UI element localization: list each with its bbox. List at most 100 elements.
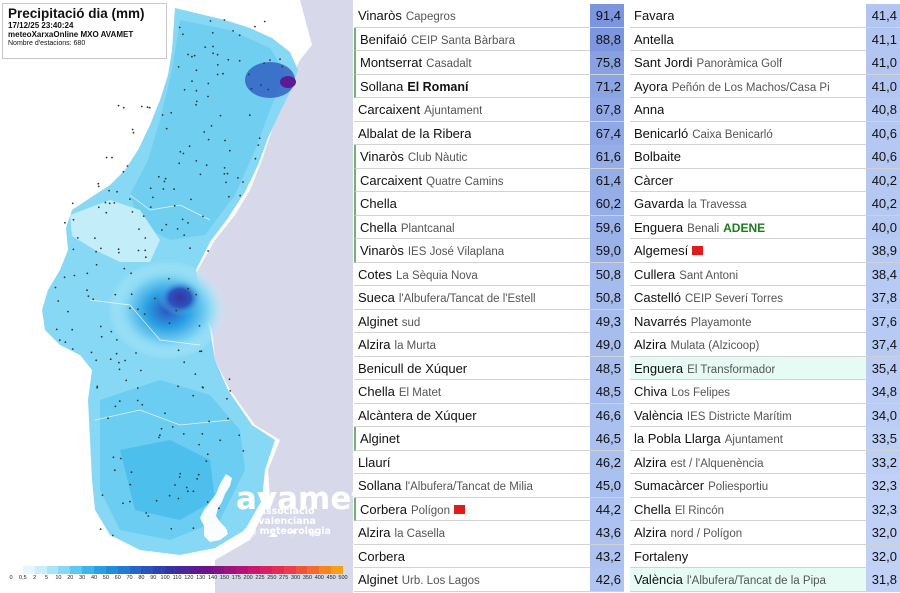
ranking-row[interactable]: Sollana l'Albufera/Tancat de Milia 45,0 <box>354 474 624 498</box>
ranking-row[interactable]: Chiva Los Felipes 34,8 <box>630 380 900 404</box>
ranking-row[interactable]: Gavarda la Travessa 40,2 <box>630 192 900 216</box>
legend-label: 400 <box>314 575 324 581</box>
legend-swatch <box>224 566 237 574</box>
ranking-row[interactable]: València l'Albufera/Tancat de la Pipa 31,8 <box>630 568 900 592</box>
ranking-row[interactable]: la Pobla Llarga Ajuntament 33,5 <box>630 427 900 451</box>
ranking-row[interactable]: Sant Jordi Panoràmica Golf 41,0 <box>630 51 900 75</box>
legend-label: 2 <box>33 575 37 581</box>
ranking-row[interactable]: Enguera Benali ADENE 40,0 <box>630 215 900 239</box>
station-location: Plantcanal <box>400 222 455 235</box>
ranking-row[interactable]: Chella Plantcanal 59,6 <box>354 215 624 239</box>
station-name: Enguera Benali ADENE <box>634 216 765 239</box>
ranking-row[interactable]: Vinaròs IES José Vilaplana 59,0 <box>354 239 624 263</box>
ranking-row[interactable]: Corbera 43,2 <box>354 544 624 568</box>
ranking-row[interactable]: Chella 60,2 <box>354 192 624 216</box>
ranking-row[interactable]: Carcaixent Quatre Camins 61,4 <box>354 168 624 192</box>
ranking-row[interactable]: Alcàntera de Xúquer 46,6 <box>354 403 624 427</box>
ranking-row[interactable]: Navarrés Playamonte 37,6 <box>630 309 900 333</box>
station-location: Capegros <box>405 11 456 23</box>
ranking-row[interactable]: Albalat de la Ribera 67,4 <box>354 121 624 145</box>
legend-swatch <box>248 566 261 574</box>
legend-label: 30 <box>79 575 86 581</box>
ranking-row[interactable]: València IES Districte Marítim 34,0 <box>630 403 900 427</box>
legend-swatch <box>141 566 154 574</box>
station-town: Castelló <box>634 290 681 305</box>
legend-label: 90 <box>150 575 157 581</box>
ranking-row[interactable]: Benifaió CEIP Santa Bàrbara 88,8 <box>354 27 624 51</box>
legend-swatch <box>236 566 249 574</box>
precipitation-value: 40,6 <box>866 145 900 168</box>
station-town: Cotes <box>358 266 392 282</box>
station-location: La Sèquia Nova <box>395 269 478 282</box>
ranking-row[interactable]: Chella El Rincón 32,3 <box>630 497 900 521</box>
station-markers <box>54 19 284 537</box>
ranking-row[interactable]: Montserrat Casadalt 75,8 <box>354 51 624 75</box>
station-location: El Rincón <box>674 504 725 517</box>
station-name: Sant Jordi Panoràmica Golf <box>634 51 782 74</box>
station-name: Alzira Mulata (Alzicoop) <box>634 333 759 356</box>
precipitation-map[interactable]: Precipitació dia (mm) 17/12/25 23:40:24 … <box>0 0 366 593</box>
ranking-row[interactable]: Alzira Mulata (Alzicoop) 37,4 <box>630 333 900 357</box>
ranking-row[interactable]: Sumacàrcer Poliesportiu 32,3 <box>630 474 900 498</box>
alert-flag-icon <box>453 504 465 514</box>
precipitation-value: 46,2 <box>590 450 624 474</box>
ranking-row[interactable]: Fortaleny 32,0 <box>630 544 900 568</box>
station-location: Urb. Los Lagos <box>401 575 480 587</box>
precipitation-value: 38,4 <box>866 262 900 286</box>
map-info-box: Precipitació dia (mm) 17/12/25 23:40:24 … <box>2 3 167 59</box>
ranking-row[interactable]: Alzira est / l'Alquenència 33,2 <box>630 450 900 474</box>
station-location: Casadalt <box>426 58 472 70</box>
weather-icons: ☀ ☁ ☂ ❄ <box>248 529 321 540</box>
ranking-row[interactable]: Carcaixent Ajuntament 67,8 <box>354 98 624 122</box>
ranking-row[interactable]: Antella 41,1 <box>630 27 900 51</box>
precipitation-value: 59,6 <box>590 215 624 239</box>
precipitation-value: 67,4 <box>590 121 624 145</box>
station-town: Bolbaite <box>634 149 681 164</box>
ranking-row[interactable]: Alzira nord / Polígon 32,0 <box>630 521 900 545</box>
ranking-row[interactable]: Alzira la Casella 43,6 <box>354 521 624 545</box>
legend-label: 100 <box>160 575 170 581</box>
ranking-row[interactable]: Algemesí 38,9 <box>630 239 900 263</box>
ranking-row[interactable]: Alginet Urb. Los Lagos 42,6 <box>354 568 624 592</box>
station-name: Chella El Matet <box>358 380 441 403</box>
logo-name: avamet <box>236 481 367 517</box>
legend-label: 60 <box>114 575 121 581</box>
station-location: la Casella <box>394 528 446 540</box>
legend-label: 40 <box>90 575 98 581</box>
station-town: Carcaixent <box>358 102 421 117</box>
station-town: Sant Jordi <box>634 55 693 70</box>
ranking-row[interactable]: Favara 41,4 <box>630 4 900 28</box>
station-location: CEIP Severí Torres <box>684 293 783 305</box>
ranking-row[interactable]: Castelló CEIP Severí Torres 37,8 <box>630 286 900 310</box>
ranking-row[interactable]: Vinaròs Club Nàutic 61,6 <box>354 145 624 169</box>
ranking-row[interactable]: Càrcer 40,2 <box>630 168 900 192</box>
ranking-row[interactable]: Enguera El Transformador 35,4 <box>630 356 900 380</box>
precipitation-value: 91,4 <box>590 4 624 27</box>
ranking-row[interactable]: Cotes La Sèquia Nova 50,8 <box>354 262 624 286</box>
station-name: Enguera El Transformador <box>634 357 775 380</box>
ranking-row[interactable]: Chella El Matet 48,5 <box>354 380 624 404</box>
precipitation-value: 43,2 <box>590 544 624 568</box>
station-location: Sant Antoni <box>679 269 739 282</box>
ranking-row[interactable]: Ayora Peñón de Los Machos/Casa Pi 41,0 <box>630 74 900 98</box>
ranking-row[interactable]: Benicull de Xúquer 48,5 <box>354 356 624 380</box>
precipitation-value: 41,0 <box>866 74 900 98</box>
ranking-row[interactable]: Sueca l'Albufera/Tancat de l'Estell 50,8 <box>354 286 624 310</box>
ranking-row[interactable]: Vinaròs Capegros 91,4 <box>354 4 624 28</box>
ranking-row[interactable]: Anna 40,8 <box>630 98 900 122</box>
station-town: Chella <box>358 384 395 399</box>
legend-label: 110 <box>172 575 182 581</box>
legend-label: 10 <box>55 575 62 581</box>
ranking-row[interactable]: Sollana El Romaní 71,2 <box>354 74 624 98</box>
station-name: Benicarló Caixa Benicarló <box>634 122 773 145</box>
station-location: Club Nàutic <box>407 152 468 164</box>
ranking-row[interactable]: Alginet 46,5 <box>354 427 624 451</box>
map-datetime: 17/12/25 23:40:24 <box>8 21 74 30</box>
ranking-row[interactable]: Bolbaite 40,6 <box>630 145 900 169</box>
ranking-row[interactable]: Cullera Sant Antoni 38,4 <box>630 262 900 286</box>
ranking-row[interactable]: Alzira la Murta 49,0 <box>354 333 624 357</box>
ranking-row[interactable]: Corbera Polígon 44,2 <box>354 497 624 521</box>
ranking-row[interactable]: Llaurí 46,2 <box>354 450 624 474</box>
ranking-row[interactable]: Benicarló Caixa Benicarló 40,6 <box>630 121 900 145</box>
ranking-row[interactable]: Alginet sud 49,3 <box>354 309 624 333</box>
